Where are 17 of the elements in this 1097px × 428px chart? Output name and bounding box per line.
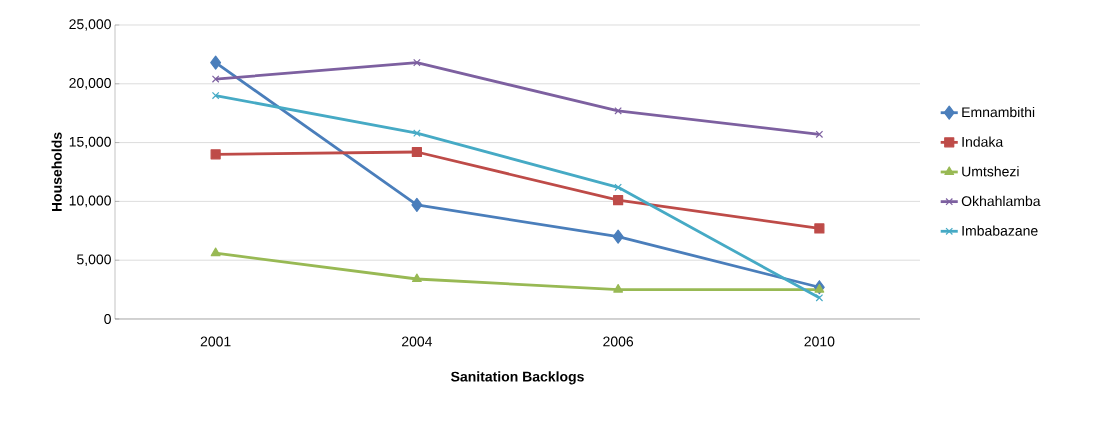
y-tick-label: 15,000	[69, 136, 111, 149]
y-tick-label: 0	[104, 314, 111, 324]
x-tick-label: 2001	[200, 336, 231, 347]
x-axis-title: Sanitation Backlogs	[451, 371, 584, 385]
legend-label: Indaka	[962, 136, 1004, 147]
x-tick-label: 2004	[402, 336, 433, 347]
legend-label: Imbabazane	[962, 225, 1038, 236]
legend-label: Umtshezi	[962, 166, 1019, 177]
legend-label: Okhahlamba	[961, 195, 1041, 207]
y-tick-label: 25,000	[69, 19, 111, 31]
x-tick-label: 2006	[603, 336, 634, 347]
y-tick-label: 10,000	[69, 195, 111, 208]
y-tick-label: 20,000	[69, 78, 111, 90]
y-axis-title: Households	[51, 132, 62, 212]
legend-label: Emnambithi	[962, 106, 1035, 118]
y-tick-label: 5,000	[77, 254, 111, 266]
x-tick-label: 2010	[804, 336, 835, 347]
